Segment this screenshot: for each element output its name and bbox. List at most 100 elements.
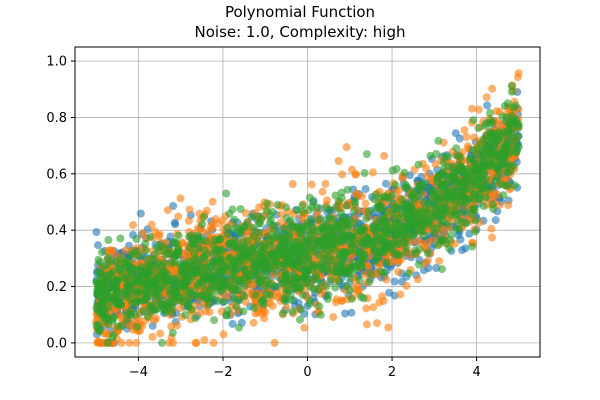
scatter-point <box>338 170 347 179</box>
scatter-point <box>458 217 466 226</box>
scatter-point <box>270 221 279 230</box>
scatter-point <box>500 159 509 168</box>
scatter-point <box>284 232 293 241</box>
scatter-point <box>163 206 172 215</box>
scatter-point <box>506 167 515 175</box>
scatter-point <box>513 132 522 141</box>
scatter-point <box>382 207 391 216</box>
scatter-point <box>468 146 477 155</box>
scatter-point <box>148 332 157 341</box>
scatter-point <box>318 223 327 232</box>
scatter-point <box>210 316 219 325</box>
scatter-point <box>263 267 272 276</box>
scatter-point <box>452 224 461 233</box>
scatter-point <box>364 261 373 270</box>
scatter-point <box>460 126 469 135</box>
scatter-point <box>402 247 410 256</box>
scatter-point <box>423 249 432 257</box>
scatter-point <box>314 251 323 260</box>
scatter-point <box>342 282 351 291</box>
scatter-point <box>219 297 228 306</box>
scatter-point <box>191 240 200 249</box>
scatter-point <box>508 123 517 132</box>
scatter-point <box>177 269 186 278</box>
scatter-point <box>150 316 159 325</box>
scatter-point <box>296 305 305 314</box>
y-tick-label: 0.8 <box>46 111 67 126</box>
scatter-point <box>269 233 278 242</box>
x-tick-label: −2 <box>213 365 232 380</box>
scatter-point <box>143 312 152 321</box>
scatter-point <box>170 297 179 306</box>
scatter-point <box>214 219 223 228</box>
scatter-point <box>109 330 118 339</box>
scatter-point <box>298 207 307 216</box>
scatter-point <box>137 270 146 279</box>
scatter-point <box>331 283 340 292</box>
scatter-point <box>184 216 193 225</box>
scatter-point <box>166 290 175 299</box>
scatter-point <box>342 201 351 210</box>
scatter-point <box>181 311 190 319</box>
scatter-point <box>391 232 400 241</box>
scatter-point <box>446 176 455 185</box>
scatter-point <box>92 277 101 286</box>
scatter-point <box>478 160 487 169</box>
scatter-point <box>262 275 271 284</box>
scatter-point <box>479 202 488 211</box>
scatter-point <box>102 276 111 285</box>
scatter-point <box>141 239 150 248</box>
scatter-point <box>213 297 222 305</box>
y-axis: 0.00.20.40.60.81.0 <box>46 55 75 351</box>
scatter-point <box>385 288 394 297</box>
scatter-point <box>437 235 446 244</box>
scatter-point <box>200 212 209 221</box>
scatter-point <box>362 214 371 223</box>
scatter-point <box>99 306 108 314</box>
scatter-point <box>262 289 271 298</box>
scatter-point <box>296 315 304 324</box>
scatter-point <box>315 215 324 224</box>
scatter-point <box>235 323 243 332</box>
scatter-point <box>419 266 428 275</box>
scatter-point <box>243 236 252 245</box>
scatter-point <box>276 235 285 244</box>
scatter-point <box>456 153 465 162</box>
scatter-point <box>439 199 448 207</box>
data-points <box>92 69 523 347</box>
scatter-point <box>311 244 320 253</box>
series-3 <box>92 82 523 347</box>
scatter-point <box>249 231 258 240</box>
scatter-point <box>192 269 201 278</box>
scatter-point <box>174 212 183 221</box>
scatter-point <box>444 190 452 199</box>
scatter-point <box>240 291 249 300</box>
scatter-point <box>232 265 241 274</box>
scatter-point <box>300 323 309 332</box>
scatter-point <box>398 196 407 205</box>
scatter-point <box>161 250 170 259</box>
scatter-point <box>232 302 241 311</box>
scatter-point <box>396 290 405 299</box>
scatter-point <box>198 220 207 229</box>
scatter-point <box>332 202 341 211</box>
scatter-point <box>281 284 290 293</box>
scatter-point <box>173 321 182 330</box>
scatter-point <box>356 227 365 236</box>
scatter-point <box>259 249 268 257</box>
scatter-point <box>164 275 173 284</box>
scatter-point <box>437 265 446 274</box>
scatter-point <box>239 307 248 316</box>
scatter-point <box>146 303 155 311</box>
scatter-point <box>167 322 176 331</box>
scatter-point <box>381 192 390 201</box>
scatter-point <box>263 199 272 208</box>
scatter-point <box>249 318 258 327</box>
scatter-point <box>155 285 164 294</box>
scatter-point <box>185 205 194 214</box>
scatter-point <box>273 200 282 209</box>
scatter-point <box>272 267 281 276</box>
scatter-point <box>377 233 386 242</box>
scatter-point <box>500 128 509 137</box>
scatter-point <box>375 217 384 225</box>
